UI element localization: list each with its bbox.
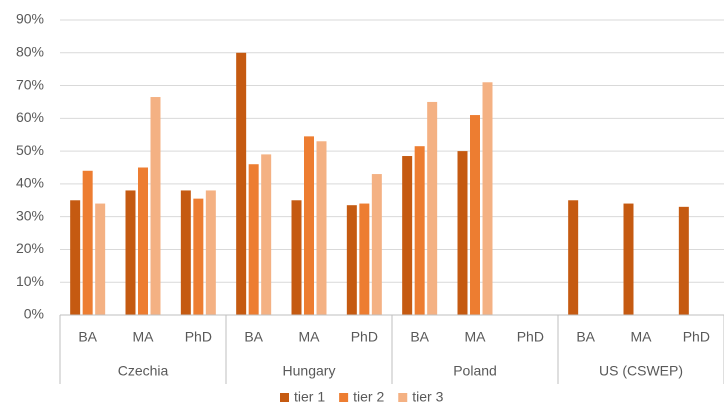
bar: [457, 151, 468, 315]
legend-swatch: [398, 393, 408, 402]
x-tick-label: PhD: [351, 329, 378, 345]
bar: [193, 198, 204, 315]
group-label: Czechia: [118, 363, 169, 379]
bar: [678, 206, 689, 315]
x-tick-label: MA: [631, 329, 653, 345]
legend-label: tier 3: [412, 389, 443, 405]
bar: [414, 146, 425, 315]
y-tick-label: 60%: [16, 109, 44, 125]
bar: [125, 190, 136, 315]
bar: [180, 190, 191, 315]
bar: [371, 174, 382, 315]
bar: [138, 167, 148, 315]
y-tick-label: 90%: [16, 11, 44, 27]
x-tick-label: PhD: [683, 329, 710, 345]
legend-label: tier 2: [353, 389, 384, 405]
y-tick-label: 40%: [16, 175, 44, 191]
x-tick-label: PhD: [517, 329, 544, 345]
legend-swatch: [339, 393, 349, 402]
y-tick-label: 30%: [16, 207, 44, 223]
bar: [482, 82, 493, 316]
y-tick-label: 70%: [16, 76, 44, 92]
bar: [623, 203, 634, 315]
bar: [291, 200, 302, 315]
x-tick-label: PhD: [185, 329, 212, 345]
bar: [427, 101, 438, 315]
bar: [236, 52, 247, 316]
bar: [568, 200, 579, 315]
y-tick-label: 20%: [16, 240, 44, 256]
group-label: US (CSWEP): [599, 363, 683, 379]
legend-swatch: [280, 393, 289, 402]
bar: [248, 164, 259, 315]
bar: [346, 205, 357, 315]
x-tick-label: BA: [410, 329, 429, 345]
x-tick-label: MA: [299, 329, 321, 345]
legend-label: tier 1: [294, 389, 325, 405]
bar: [95, 203, 106, 315]
bar: [150, 97, 161, 316]
x-tick-label: BA: [576, 329, 595, 345]
bar: [70, 200, 81, 315]
y-tick-label: 50%: [16, 142, 44, 158]
group-label: Poland: [453, 363, 497, 379]
bar: [205, 190, 216, 315]
x-tick-label: BA: [244, 329, 263, 345]
bar: [82, 170, 93, 315]
x-tick-label: MA: [465, 329, 487, 345]
y-tick-label: 80%: [16, 43, 44, 59]
x-tick-label: MA: [133, 329, 155, 345]
y-tick-label: 0%: [24, 306, 44, 322]
bar: [304, 136, 314, 315]
bar: [261, 154, 272, 315]
y-tick-label: 10%: [16, 273, 44, 289]
x-tick-label: BA: [78, 329, 97, 345]
bar: [316, 141, 327, 315]
bar: [359, 203, 370, 315]
group-label: Hungary: [283, 363, 336, 379]
bar: [470, 115, 480, 315]
bar: [402, 156, 413, 315]
